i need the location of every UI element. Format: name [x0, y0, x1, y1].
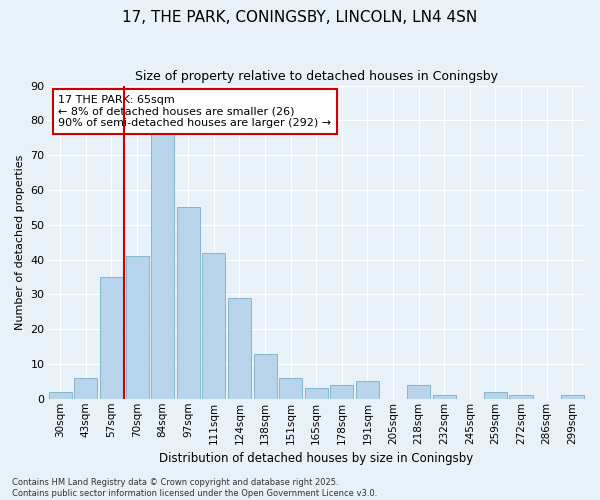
- Bar: [254, 354, 277, 399]
- Bar: [125, 256, 149, 399]
- Bar: [484, 392, 507, 399]
- Bar: [228, 298, 251, 399]
- Text: Contains HM Land Registry data © Crown copyright and database right 2025.
Contai: Contains HM Land Registry data © Crown c…: [12, 478, 377, 498]
- Bar: [305, 388, 328, 399]
- Bar: [279, 378, 302, 399]
- Bar: [74, 378, 97, 399]
- Bar: [177, 208, 200, 399]
- Text: 17, THE PARK, CONINGSBY, LINCOLN, LN4 4SN: 17, THE PARK, CONINGSBY, LINCOLN, LN4 4S…: [122, 10, 478, 25]
- Y-axis label: Number of detached properties: Number of detached properties: [15, 154, 25, 330]
- Bar: [100, 277, 123, 399]
- Bar: [509, 396, 533, 399]
- Title: Size of property relative to detached houses in Coningsby: Size of property relative to detached ho…: [135, 70, 498, 83]
- Bar: [407, 385, 430, 399]
- Bar: [202, 252, 226, 399]
- X-axis label: Distribution of detached houses by size in Coningsby: Distribution of detached houses by size …: [159, 452, 473, 465]
- Bar: [151, 134, 174, 399]
- Bar: [560, 396, 584, 399]
- Text: 17 THE PARK: 65sqm
← 8% of detached houses are smaller (26)
90% of semi-detached: 17 THE PARK: 65sqm ← 8% of detached hous…: [58, 95, 331, 128]
- Bar: [331, 385, 353, 399]
- Bar: [356, 382, 379, 399]
- Bar: [49, 392, 72, 399]
- Bar: [433, 396, 456, 399]
